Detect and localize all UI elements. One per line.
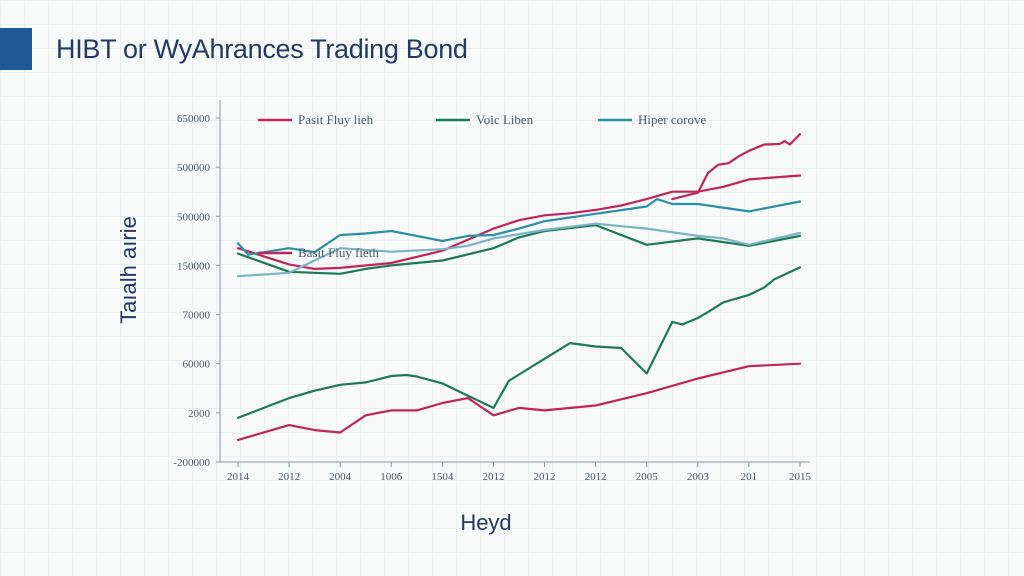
x-tick-label: 2012	[585, 471, 607, 483]
x-tick-label: 2012	[534, 471, 556, 483]
page-title: HIBT or WyAhrances Trading Bond	[56, 34, 468, 64]
x-tick-label: 2004	[329, 471, 352, 483]
legend-entry-2: Voic Liben	[436, 112, 534, 127]
y-tick-label: 150000	[177, 260, 211, 272]
legend-label: Pasit Fluy lieh	[298, 112, 374, 127]
x-tick-label: 1504	[431, 471, 454, 483]
x-tick-label: 2012	[482, 471, 504, 483]
y-tick-label: 60000	[183, 359, 211, 371]
x-tick-label: 1006	[380, 471, 403, 483]
legend-label: Hiper corove	[638, 112, 706, 127]
series-line-3	[236, 224, 802, 275]
y-tick-label: 500000	[177, 162, 211, 174]
x-tick-label: 2014	[227, 471, 250, 483]
y-axis-label: Taıalh aırie	[116, 216, 141, 324]
legend-annotation: Basit Fluy fieth	[258, 245, 379, 260]
x-tick-label: 2012	[278, 471, 300, 483]
legend-label: Voic Liben	[476, 112, 534, 127]
legend-entry-3: Hiper corove	[598, 112, 706, 127]
y-tick-label: 650000	[177, 113, 211, 125]
y-tick-label: 2000	[188, 408, 211, 420]
annotation-label: Basit Fluy fieth	[298, 245, 379, 260]
series-line-1	[236, 174, 802, 270]
y-tick-label: -200000	[173, 457, 210, 469]
x-tick-label: 2005	[636, 471, 659, 483]
legend-entry-1: Pasit Fluy lieh	[258, 112, 374, 127]
series-line-5	[236, 362, 802, 441]
x-tick-label: 2003	[687, 471, 710, 483]
series-line-6	[236, 198, 802, 256]
y-tick-label: 70000	[183, 310, 211, 322]
x-axis-label: Heyd	[460, 510, 511, 535]
y-tick-label: 500000	[177, 211, 211, 223]
title-accent-bar	[0, 28, 32, 70]
x-tick-label: 2015	[789, 471, 812, 483]
series-line-7	[236, 222, 802, 278]
x-tick-label: 201	[741, 471, 758, 483]
series-line-2	[671, 133, 802, 201]
series-line-4	[236, 266, 802, 419]
